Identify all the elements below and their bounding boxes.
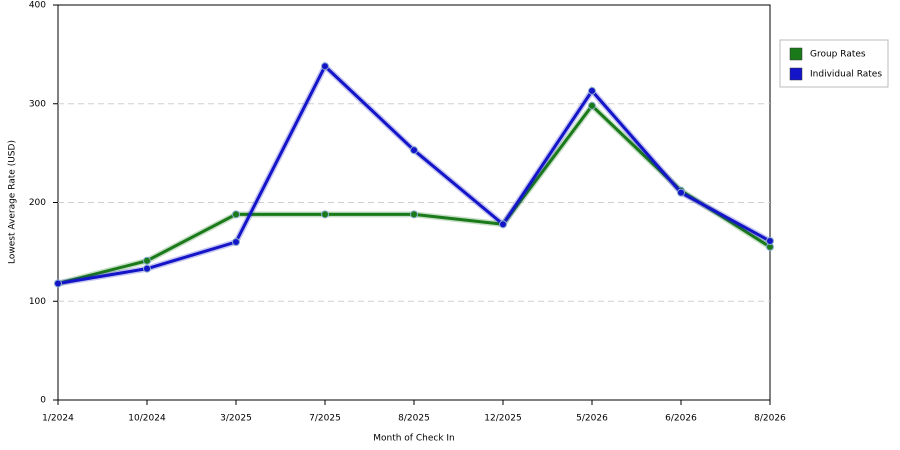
point — [410, 146, 418, 155]
x-tick-label: 5/2026 — [576, 414, 608, 424]
x-tick-label: 8/2025 — [398, 414, 430, 424]
y-tick-label: 300 — [29, 99, 46, 109]
series-glow — [57, 101, 772, 287]
legend-label: Group Rates — [810, 50, 866, 60]
x-tick-label: 7/2025 — [309, 414, 341, 424]
point — [588, 86, 596, 95]
point — [677, 188, 685, 197]
point — [766, 237, 774, 246]
point — [321, 62, 329, 71]
point — [143, 256, 151, 265]
legend-swatch — [789, 47, 803, 61]
point — [232, 210, 240, 219]
x-axis-title: Month of Check In — [373, 434, 455, 444]
point — [321, 210, 329, 219]
point — [499, 220, 507, 229]
x-tick-label: 1/2024 — [42, 414, 74, 424]
legend-swatch — [789, 67, 803, 81]
x-tick-label: 12/2025 — [484, 414, 521, 424]
y-tick-label: 400 — [29, 1, 46, 11]
legend-label: Individual Rates — [810, 70, 882, 80]
y-tick-label: 0 — [40, 396, 46, 406]
x-tick-label: 6/2026 — [665, 414, 697, 424]
point — [54, 279, 62, 288]
x-tick-label: 10/2024 — [128, 414, 166, 424]
point — [588, 101, 596, 110]
y-tick-label: 200 — [29, 198, 46, 208]
series-line — [57, 104, 771, 285]
y-axis-title: Lowest Average Rate (USD) — [8, 140, 18, 264]
point — [410, 210, 418, 219]
x-tick-label: 8/2026 — [754, 414, 786, 424]
x-tick-label: 3/2025 — [220, 414, 252, 424]
point — [143, 264, 151, 273]
y-tick-label: 100 — [29, 297, 46, 307]
point — [232, 238, 240, 246]
